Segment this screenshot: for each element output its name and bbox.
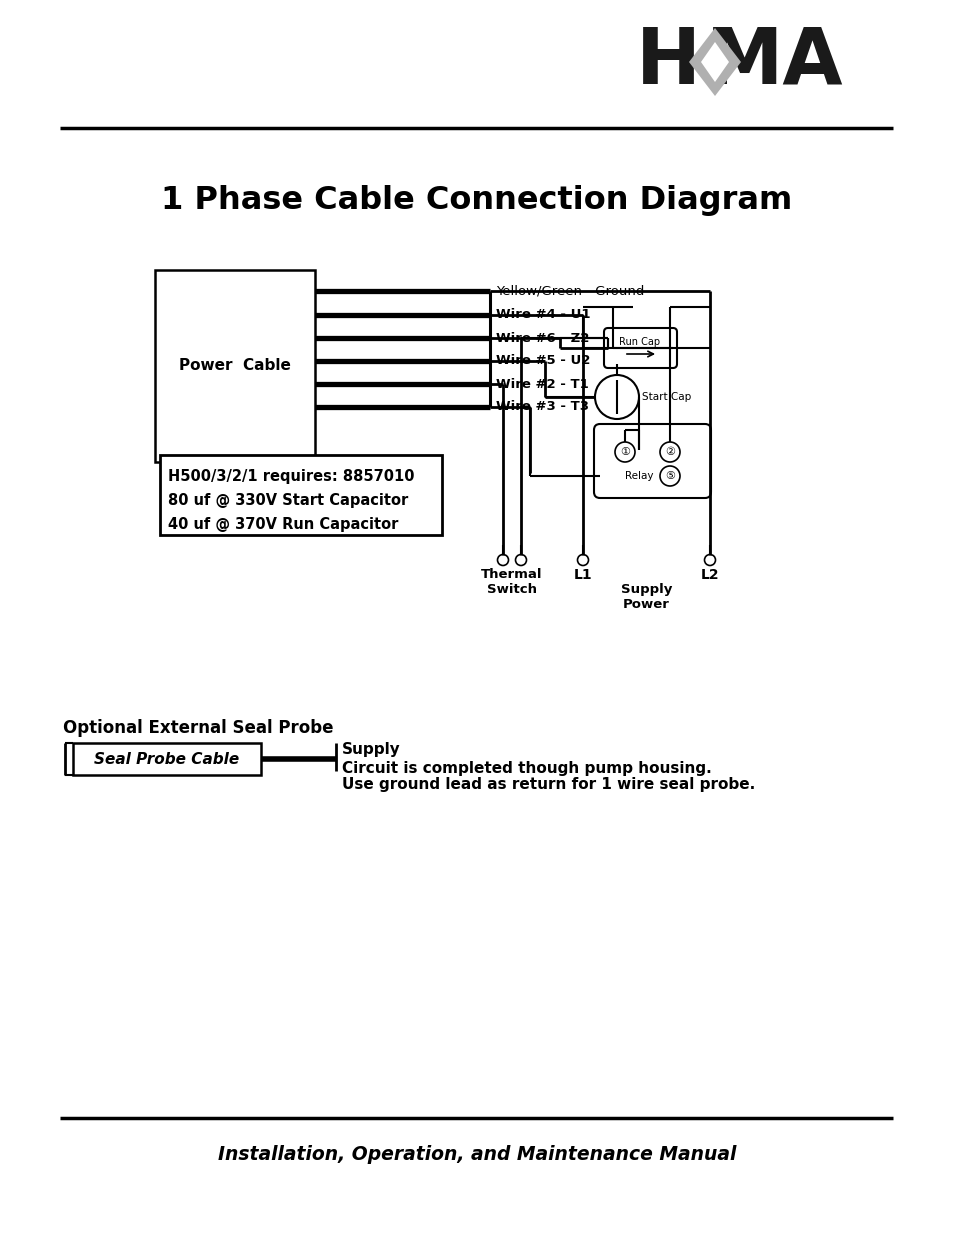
Text: Circuit is completed though pump housing.: Circuit is completed though pump housing…: [341, 761, 711, 776]
Text: Start Cap: Start Cap: [641, 391, 691, 403]
FancyBboxPatch shape: [154, 270, 314, 462]
Text: 1 Phase Cable Connection Diagram: 1 Phase Cable Connection Diagram: [161, 184, 792, 215]
Text: Optional External Seal Probe: Optional External Seal Probe: [63, 719, 334, 737]
Text: Run Cap: Run Cap: [618, 337, 659, 347]
Circle shape: [595, 375, 639, 419]
Text: 40 uf @ 370V Run Capacitor: 40 uf @ 370V Run Capacitor: [168, 517, 398, 532]
Polygon shape: [700, 42, 728, 82]
FancyBboxPatch shape: [73, 743, 261, 776]
Text: Wire #5 - U2: Wire #5 - U2: [496, 354, 590, 368]
Text: Use ground lead as return for 1 wire seal probe.: Use ground lead as return for 1 wire sea…: [341, 777, 755, 792]
Text: H500/3/2/1 requires: 8857010: H500/3/2/1 requires: 8857010: [168, 469, 414, 484]
Text: L1: L1: [573, 568, 592, 582]
Circle shape: [497, 555, 508, 566]
Text: Thermal
Switch: Thermal Switch: [480, 568, 542, 597]
Text: MA: MA: [705, 23, 842, 100]
Text: Yellow/Green - Ground: Yellow/Green - Ground: [496, 284, 643, 298]
Text: ①: ①: [619, 447, 629, 457]
Text: ⑤: ⑤: [664, 471, 675, 480]
Text: ②: ②: [664, 447, 675, 457]
Text: Wire #6 - Z2: Wire #6 - Z2: [496, 331, 589, 345]
FancyBboxPatch shape: [603, 329, 677, 368]
Circle shape: [515, 555, 526, 566]
Polygon shape: [688, 28, 740, 96]
Text: Seal Probe Cable: Seal Probe Cable: [94, 752, 239, 767]
Text: Supply: Supply: [341, 742, 400, 757]
Text: Supply
Power: Supply Power: [620, 583, 672, 611]
Circle shape: [577, 555, 588, 566]
Text: Relay: Relay: [625, 471, 654, 480]
Text: Wire #2 - T1: Wire #2 - T1: [496, 378, 588, 390]
Text: Wire #3 - T3: Wire #3 - T3: [496, 400, 588, 414]
Circle shape: [659, 466, 679, 487]
Text: Power  Cable: Power Cable: [179, 358, 291, 373]
Circle shape: [659, 442, 679, 462]
Text: 80 uf @ 330V Start Capacitor: 80 uf @ 330V Start Capacitor: [168, 493, 408, 508]
FancyBboxPatch shape: [160, 454, 441, 535]
Text: L2: L2: [700, 568, 719, 582]
Circle shape: [615, 442, 635, 462]
Text: H: H: [635, 23, 700, 100]
Text: Wire #4 - U1: Wire #4 - U1: [496, 309, 590, 321]
Text: Installation, Operation, and Maintenance Manual: Installation, Operation, and Maintenance…: [217, 1146, 736, 1165]
FancyBboxPatch shape: [594, 424, 710, 498]
Circle shape: [703, 555, 715, 566]
